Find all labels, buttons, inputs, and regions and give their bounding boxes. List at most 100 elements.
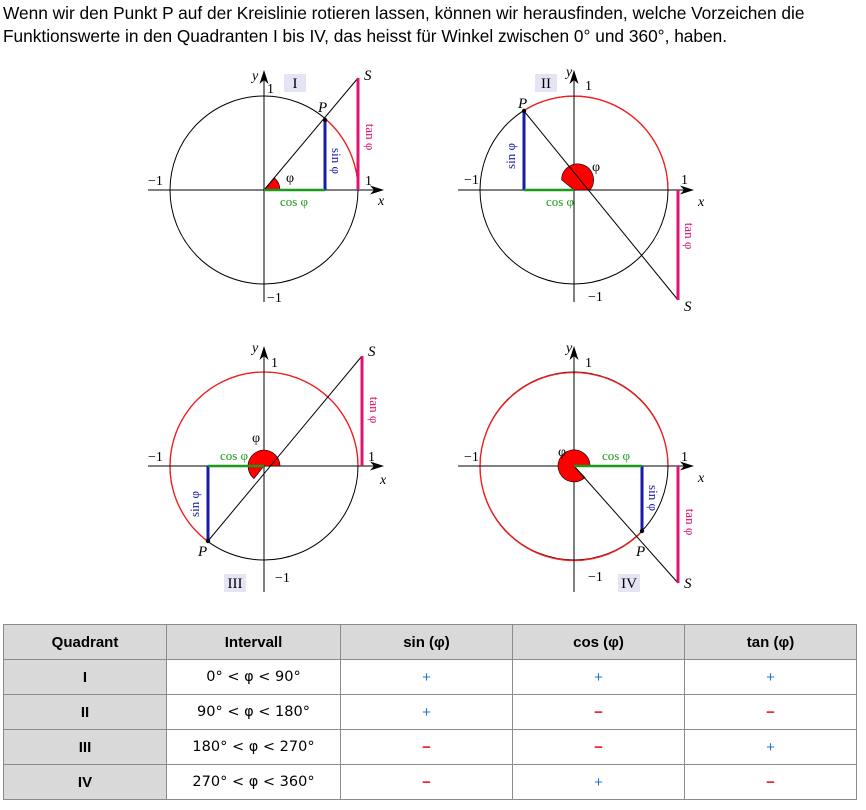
quadrant-label: III xyxy=(228,576,243,592)
y-axis-arrow-icon xyxy=(569,70,579,84)
interval-cell: 270° < φ < 360° xyxy=(166,764,341,800)
tan-label: tan φ xyxy=(363,124,378,151)
quadrant-label: I xyxy=(293,76,298,92)
y-axis-label: y xyxy=(250,341,259,356)
sin-label: sin φ xyxy=(187,491,202,517)
y-axis-label: y xyxy=(250,69,259,84)
point-P-label: P xyxy=(517,96,527,112)
tick-label-y-minus-1: −1 xyxy=(588,570,603,585)
tick-label-y-1: 1 xyxy=(271,356,278,371)
cos-label: cos φ xyxy=(220,448,248,463)
column-header-cos: cos (φ) xyxy=(512,624,685,660)
tick-label-y-1: 1 xyxy=(585,356,592,371)
cos-label: cos φ xyxy=(546,194,574,209)
tick-label-x-1: 1 xyxy=(681,173,688,188)
x-axis-arrow-icon xyxy=(680,185,694,195)
interval-cell: 0° < φ < 90° xyxy=(166,659,341,695)
angle-arc xyxy=(479,371,669,562)
tan-sign-cell: + xyxy=(684,659,857,695)
sin-label: sin φ xyxy=(503,143,518,169)
point-P-label: P xyxy=(317,100,327,116)
tick-label-x-minus-1: −1 xyxy=(148,174,163,189)
cos-label: cos φ xyxy=(602,448,630,463)
point-P xyxy=(639,528,645,534)
quadrant-cell: I xyxy=(3,659,167,695)
table-row: I 0° < φ < 90° + + + xyxy=(3,659,857,695)
ray-to-S xyxy=(523,110,679,301)
tick-label-x-minus-1: −1 xyxy=(148,450,163,465)
angle-arc xyxy=(169,371,359,543)
y-axis-label: y xyxy=(564,341,573,356)
unit-circle-diagram-quadrant-4: IV y x 1 −1 −1 1 P S φ cos φ sin φ tan φ xyxy=(458,341,705,592)
column-header-tan: tan (φ) xyxy=(684,624,857,660)
x-axis-arrow-icon xyxy=(370,185,384,195)
tick-label-y-minus-1: −1 xyxy=(588,290,603,305)
x-axis-label: x xyxy=(377,194,385,209)
point-S-label: S xyxy=(368,344,376,360)
interval-cell: 180° < φ < 270° xyxy=(166,729,341,765)
quadrant-badge xyxy=(284,74,306,92)
angle-arc xyxy=(523,95,669,191)
tick-label-y-1: 1 xyxy=(267,82,274,97)
tan-label: tan φ xyxy=(683,509,698,536)
quadrant-badge xyxy=(224,574,246,592)
tick-label-x-1: 1 xyxy=(681,450,688,465)
quadrant-badge xyxy=(535,74,557,92)
tick-label-x-1: 1 xyxy=(368,450,375,465)
intro-paragraph: Wenn wir den Punkt P auf der Kreislinie … xyxy=(3,3,805,46)
table-row: III 180° < φ < 270° − − + xyxy=(3,729,857,765)
tan-sign-cell: − xyxy=(684,764,857,800)
cos-sign-cell: − xyxy=(512,729,685,765)
point-S-label: S xyxy=(684,299,692,315)
unit-circle-diagram-quadrant-3: III y x 1 −1 −1 1 P S φ cos φ sin φ tan … xyxy=(148,341,387,592)
x-axis-label: x xyxy=(697,471,705,486)
table-header-row: Quadrant Intervall sin (φ) cos (φ) tan (… xyxy=(3,624,857,660)
y-axis-arrow-icon xyxy=(259,70,269,84)
point-S-label: S xyxy=(364,68,372,84)
point-P-label: P xyxy=(635,544,645,560)
cos-sign-cell: + xyxy=(512,764,685,800)
phi-label: φ xyxy=(286,171,294,186)
angle-phi-wedge xyxy=(247,449,281,480)
quadrant-label: II xyxy=(541,76,551,92)
tick-label-x-1: 1 xyxy=(365,174,372,189)
tan-label: tan φ xyxy=(682,223,697,250)
point-P xyxy=(322,117,328,123)
column-header-sin: sin (φ) xyxy=(340,624,513,660)
point-P-label: P xyxy=(197,544,207,560)
table-row: II 90° < φ < 180° + − − xyxy=(3,694,857,730)
sin-label: sin φ xyxy=(329,148,344,174)
ray-to-S xyxy=(573,465,679,584)
y-axis-label: y xyxy=(564,65,573,80)
column-header-quadrant: Quadrant xyxy=(3,624,167,660)
sin-label: sin φ xyxy=(646,485,661,511)
phi-label: φ xyxy=(592,160,600,175)
tick-label-x-minus-1: −1 xyxy=(464,450,479,465)
table-row: IV 270° < φ < 360° − + − xyxy=(3,764,857,800)
ray-to-S xyxy=(263,77,359,191)
point-P xyxy=(521,108,527,114)
x-axis-label: x xyxy=(379,473,387,488)
column-header-interval: Intervall xyxy=(166,624,341,660)
interval-cell: 90° < φ < 180° xyxy=(166,694,341,730)
tan-sign-cell: − xyxy=(684,694,857,730)
point-S-label: S xyxy=(684,576,692,592)
sin-sign-cell: − xyxy=(340,729,513,765)
tick-label-y-minus-1: −1 xyxy=(275,571,290,586)
y-axis-arrow-icon xyxy=(569,346,579,360)
quadrant-label: IV xyxy=(621,576,637,592)
sin-sign-cell: + xyxy=(340,694,513,730)
point-P xyxy=(205,538,211,544)
tick-label-x-minus-1: −1 xyxy=(464,173,479,188)
x-axis-label: x xyxy=(697,195,705,210)
y-axis-arrow-icon xyxy=(259,346,269,360)
cos-label: cos φ xyxy=(280,194,308,209)
cos-sign-cell: + xyxy=(512,659,685,695)
quadrant-cell: IV xyxy=(3,764,167,800)
phi-label: φ xyxy=(558,445,566,460)
ray-to-S xyxy=(207,355,363,542)
quadrant-cell: III xyxy=(3,729,167,765)
x-axis-arrow-icon xyxy=(370,461,384,471)
sin-sign-cell: + xyxy=(340,659,513,695)
unit-circle-diagram-quadrant-2: II y x 1 −1 −1 1 P S φ cos φ sin φ tan φ xyxy=(458,65,705,315)
